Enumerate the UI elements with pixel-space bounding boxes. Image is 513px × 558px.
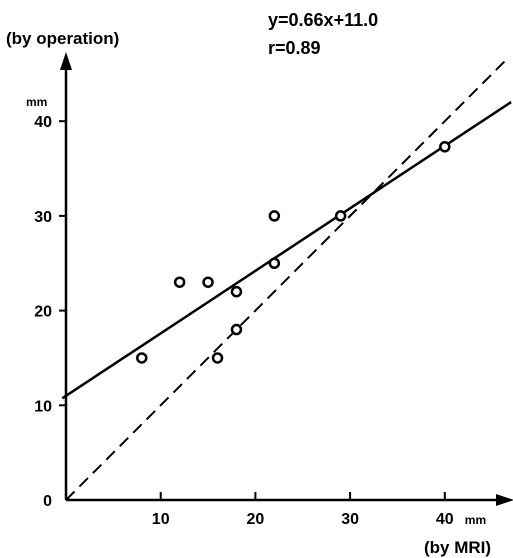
y-tick-label: 20 <box>34 304 52 321</box>
x-axis-label: (by MRI) <box>424 538 491 557</box>
y-axis-arrow <box>60 52 72 70</box>
y-tick-label: 0 <box>43 493 52 510</box>
regression-line <box>61 101 512 400</box>
x-tick-label: 10 <box>152 511 170 528</box>
x-tick-label: 20 <box>247 511 265 528</box>
x-axis-arrow <box>496 494 513 506</box>
y-axis-unit: mm <box>26 95 47 109</box>
x-axis-unit: mm <box>465 513 486 527</box>
y-axis-label: (by operation) <box>6 29 119 48</box>
data-point <box>230 285 243 298</box>
data-point <box>136 352 148 364</box>
data-point <box>439 141 451 153</box>
identity-line <box>65 58 508 501</box>
axis-ticks: 10 20 30 40 mm 0 10 20 30 40 <box>34 114 486 528</box>
data-points <box>136 141 451 364</box>
data-point <box>202 276 214 288</box>
data-point <box>268 210 281 222</box>
y-tick-label: 10 <box>34 398 52 415</box>
data-point <box>230 323 243 336</box>
y-tick-label: 40 <box>34 114 52 131</box>
correlation-coefficient: r=0.89 <box>268 38 321 58</box>
y-tick-label: 30 <box>34 209 52 226</box>
data-point <box>173 276 186 288</box>
data-point <box>334 210 347 222</box>
regression-equation: y=0.66x+11.0 <box>268 10 378 30</box>
x-tick-label: 40 <box>436 511 454 528</box>
data-point <box>268 257 281 269</box>
data-point <box>211 352 224 364</box>
x-tick-label: 30 <box>341 511 359 528</box>
